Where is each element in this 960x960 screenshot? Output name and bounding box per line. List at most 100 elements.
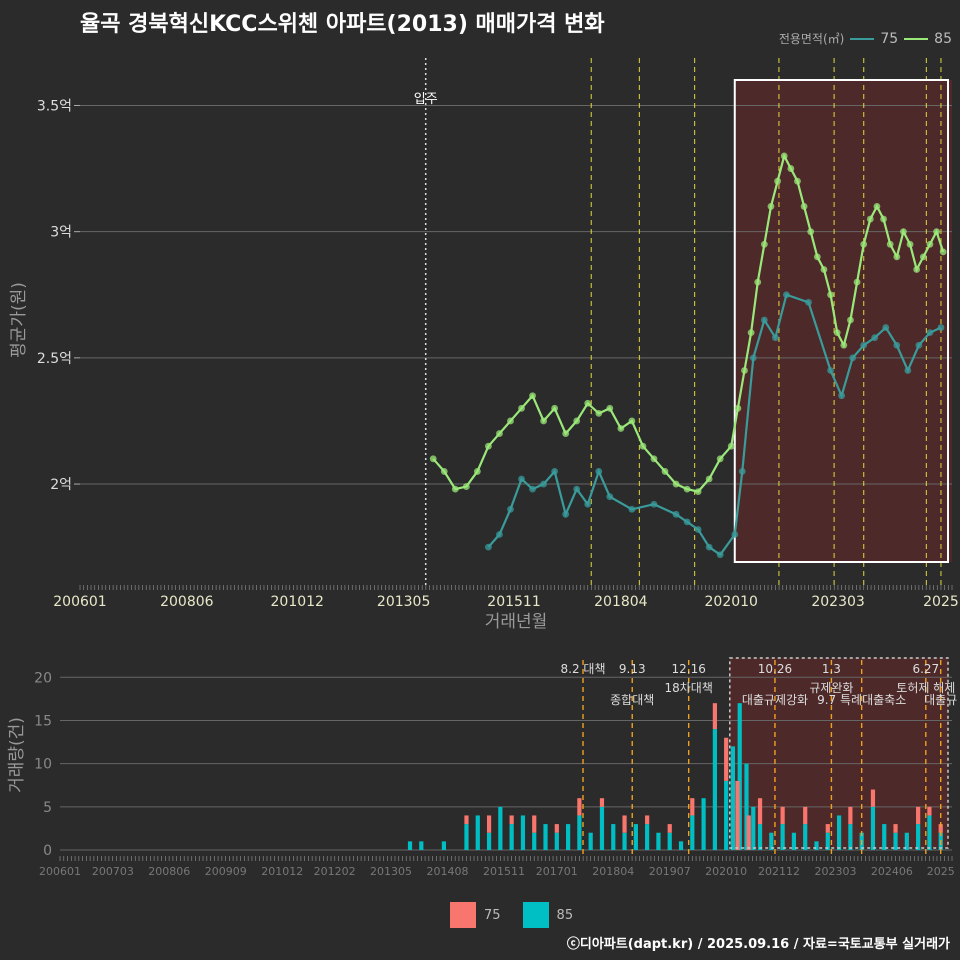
data-point-85 (866, 215, 874, 223)
data-point-85 (820, 266, 828, 273)
data-point-85 (873, 203, 881, 210)
bar-85 (554, 832, 559, 850)
bar-75 (599, 798, 605, 807)
bar-85 (678, 841, 684, 850)
bar-85 (656, 832, 661, 850)
bar-75 (724, 737, 729, 781)
chart-title: 율곡 경북혁신KCC스위첸 아파트(2013) 매매가격 변화 (80, 12, 605, 37)
data-point-75 (827, 367, 834, 374)
data-point-85 (485, 442, 492, 450)
bar-75 (757, 798, 763, 825)
data-point-85 (650, 455, 658, 463)
bar-75 (509, 815, 514, 825)
bar-85 (667, 832, 672, 850)
policy-label-bottom: 종합대책 (610, 692, 654, 707)
bar-75 (464, 815, 469, 825)
data-point-85 (734, 404, 742, 412)
data-point-85 (595, 409, 603, 417)
data-point-85 (747, 329, 755, 337)
highlight-region (734, 80, 952, 562)
data-point-75 (771, 334, 779, 342)
data-point-85 (584, 399, 592, 407)
bar-85 (441, 841, 446, 850)
data-point-75 (904, 367, 912, 374)
data-point-85 (933, 228, 940, 236)
bar-85 (791, 832, 797, 850)
bar-75 (870, 789, 876, 807)
x-tick-label: 201202 (314, 865, 356, 878)
y-axis-title: 거래량(건) (7, 717, 27, 793)
x-tick-label: 202406 (871, 865, 913, 878)
data-point-75 (683, 518, 691, 526)
data-point-75 (838, 392, 846, 400)
data-point-85 (540, 417, 547, 425)
y-tick-label: 5 (43, 800, 52, 816)
bar-75 (690, 798, 695, 816)
x-tick-label: 201012 (271, 594, 324, 610)
data-point-85 (451, 485, 459, 493)
x-axis-title: 거래년월 (485, 612, 548, 632)
bar-75 (780, 806, 785, 825)
x-tick-label: 200601 (39, 865, 81, 878)
bar-85 (498, 806, 503, 850)
bar-legend-swatch-85 (522, 902, 549, 928)
bar-legend-label-85: 85 (556, 907, 574, 923)
data-point-85 (529, 392, 536, 400)
data-point-85 (507, 417, 514, 425)
data-point-75 (672, 510, 680, 518)
policy-label-bottom: 9.7 특례대출축소 (817, 693, 906, 707)
data-point-85 (800, 203, 808, 210)
data-point-85 (780, 152, 788, 160)
legend-swatch-75 (850, 37, 875, 40)
data-point-85 (716, 455, 724, 463)
y-tick-label: 3억 (50, 225, 72, 241)
x-tick-label: 201804 (592, 865, 634, 878)
bar-85 (532, 832, 537, 850)
bar-75 (927, 806, 932, 816)
data-point-85 (741, 367, 748, 374)
bar-85 (588, 832, 593, 850)
y-tick-label: 20 (34, 670, 52, 686)
legend-top: 전용면적(㎡) 75 85 (779, 30, 952, 47)
data-point-75 (562, 510, 570, 518)
data-point-75 (860, 341, 868, 349)
x-tick-label: 202112 (758, 865, 800, 878)
bar-85 (486, 832, 492, 850)
y-tick-label: 2억 (50, 477, 72, 493)
bar-85 (814, 841, 819, 850)
bar-85 (633, 824, 638, 850)
data-point-75 (584, 500, 592, 508)
bar-75 (486, 815, 492, 833)
y-tick-label: 2.5억 (37, 351, 72, 367)
legend-bottom: 75 85 (450, 902, 573, 928)
x-tick-label: 200601 (53, 594, 106, 610)
data-point-85 (672, 480, 680, 488)
bar-85 (566, 824, 571, 850)
policy-label-top: 9.13 (619, 662, 646, 676)
data-point-85 (694, 488, 702, 496)
bar-85 (836, 815, 842, 850)
policy-label-bottom: 대출규제강화 (742, 693, 808, 707)
data-point-85 (606, 404, 614, 412)
data-point-75 (540, 480, 547, 488)
data-point-75 (496, 531, 503, 538)
bar-75 (938, 824, 943, 833)
data-point-85 (794, 177, 801, 185)
data-point-75 (893, 341, 901, 349)
data-point-75 (716, 551, 724, 559)
data-point-85 (833, 329, 841, 337)
data-point-75 (882, 324, 890, 331)
data-point-75 (694, 526, 702, 533)
price-panel: 2억 2.5억 3억 3.5억 200601 200806 201012 201305 2015… (9, 58, 959, 632)
data-point-85 (551, 404, 559, 412)
data-point-75 (849, 354, 857, 362)
data-point-85 (496, 430, 503, 437)
volume-panel: 0 5 10 15 20 200601 200703 200806 200909 201012 20… (7, 657, 957, 878)
data-point-75 (595, 468, 603, 475)
bar-85 (904, 832, 909, 850)
bar-85 (690, 815, 695, 850)
bar-85 (757, 824, 763, 850)
bar-85 (737, 703, 742, 850)
bar-85 (712, 729, 717, 850)
